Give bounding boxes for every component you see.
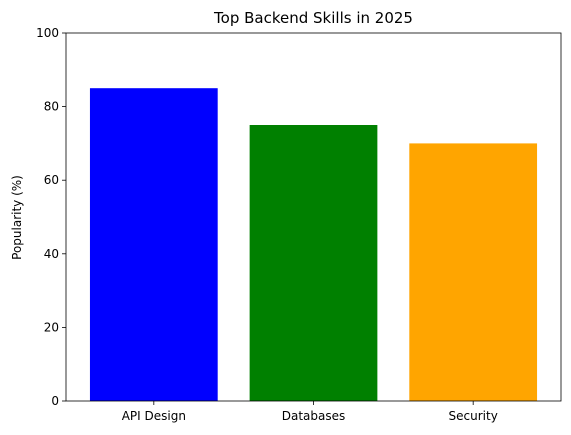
x-tick-label: Databases <box>282 409 346 423</box>
y-tick-label: 0 <box>51 394 59 408</box>
y-tick-label: 40 <box>44 247 59 261</box>
y-tick-label: 20 <box>44 320 59 334</box>
y-tick-label: 60 <box>44 173 59 187</box>
plot-area: 0 20 40 60 80 100 API Design Databases Security <box>36 26 562 423</box>
y-tick-label: 80 <box>44 100 59 114</box>
x-tick-label: API Design <box>122 409 186 423</box>
bar-security <box>409 143 538 401</box>
x-tick-label: Security <box>449 409 498 423</box>
y-tick-label: 100 <box>36 26 59 40</box>
chart-title: Top Backend Skills in 2025 <box>213 9 413 27</box>
y-axis-label: Popularity (%) <box>10 175 24 260</box>
bar-api-design <box>89 88 218 401</box>
bar-databases <box>249 125 378 401</box>
